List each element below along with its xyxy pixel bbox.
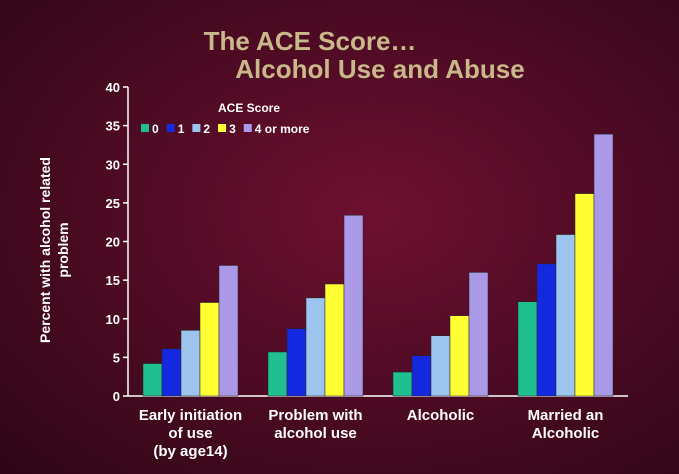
legend-title: ACE Score (218, 101, 280, 115)
legend-label: 0 (152, 122, 159, 136)
y-tick-label: 25 (106, 196, 120, 211)
bar-0-2 (392, 371, 413, 397)
bar-3-2 (449, 315, 470, 397)
y-tick-label: 30 (106, 157, 120, 172)
legend: ACE Score 0 1 2 3 4 or more (141, 101, 310, 136)
bar-4-or-more-3 (593, 133, 614, 397)
bar-3-1 (324, 283, 345, 397)
bar-1-2 (411, 355, 432, 397)
legend-swatch (243, 124, 252, 132)
x-category-label: Problem with (268, 407, 362, 424)
bar-3-0 (199, 302, 220, 397)
y-axis-label-line-1: Percent with alcohol related (37, 157, 53, 343)
legend-label: 4 or more (255, 122, 310, 136)
x-category-label: of use (168, 425, 212, 442)
legend-swatch (166, 124, 175, 132)
bar-4-or-more-0 (218, 265, 239, 397)
legend-swatch (218, 124, 227, 132)
y-tick-label: 35 (106, 119, 120, 134)
y-tick-label: 5 (113, 350, 120, 365)
legend-swatch (192, 124, 201, 132)
bar-0-1 (267, 351, 288, 397)
x-category-label: alcohol use (274, 425, 357, 442)
bar-2-2 (430, 335, 451, 397)
bar-2-1 (305, 297, 326, 397)
x-category-label: Early initiation (139, 407, 242, 424)
y-axis-label: Percent with alcohol related problem (37, 157, 71, 343)
bar-2-0 (180, 330, 201, 397)
bar-4-or-more-2 (468, 272, 489, 397)
bar-1-0 (161, 348, 182, 397)
y-tick-label: 0 (113, 389, 120, 404)
y-tick-label: 20 (106, 235, 120, 250)
y-tick-label: 15 (106, 273, 120, 288)
y-tick-label: 10 (106, 312, 120, 327)
bar-1-1 (286, 328, 307, 397)
bar-0-3 (517, 301, 538, 397)
legend-label: 3 (229, 122, 236, 136)
bar-4-or-more-1 (343, 214, 364, 397)
bar-0-0 (142, 363, 163, 397)
legend-label: 1 (178, 122, 185, 136)
y-tick-label: 40 (106, 80, 120, 95)
bar-1-3 (536, 263, 557, 397)
bar-2-3 (555, 234, 576, 397)
x-category-label: Married an (528, 407, 604, 424)
chart-title-line-1: The ACE Score… (204, 26, 417, 56)
x-category-label: Alcoholic (407, 407, 475, 424)
legend-swatch (141, 124, 149, 132)
x-category-label: Alcoholic (532, 425, 600, 442)
bar-3-3 (574, 193, 595, 397)
x-category-label: (by age14) (153, 443, 227, 460)
chart-title-line-2: Alcohol Use and Abuse (235, 54, 524, 84)
y-axis-label-line-2: problem (55, 222, 71, 277)
legend-label: 2 (203, 122, 210, 136)
